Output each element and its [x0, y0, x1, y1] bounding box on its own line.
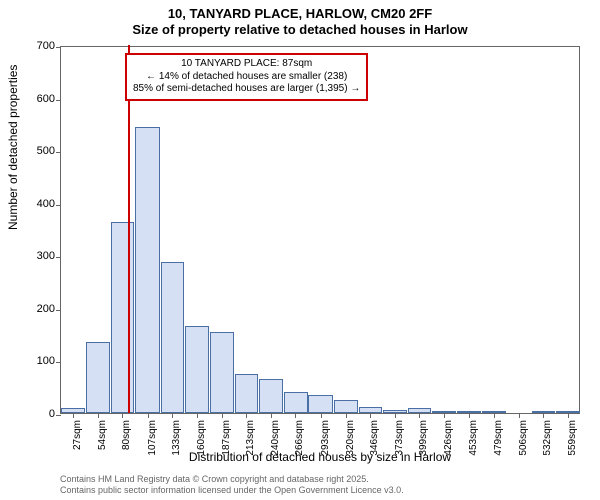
x-tick — [197, 413, 198, 418]
x-tick — [122, 413, 123, 418]
x-tick-label: 266sqm — [294, 420, 305, 460]
x-tick-label: 399sqm — [418, 420, 429, 460]
annotation-line2: ← 14% of detached houses are smaller (23… — [133, 71, 360, 84]
x-tick-label: 54sqm — [97, 420, 108, 460]
x-tick-label: 506sqm — [518, 420, 529, 460]
annotation-box: 10 TANYARD PLACE: 87sqm ← 14% of detache… — [125, 53, 368, 101]
x-tick — [444, 413, 445, 418]
x-tick — [222, 413, 223, 418]
y-tick — [56, 415, 61, 416]
x-tick — [271, 413, 272, 418]
x-tick-label: 320sqm — [345, 420, 356, 460]
x-tick-label: 213sqm — [245, 420, 256, 460]
y-tick-label: 500 — [15, 145, 55, 157]
annotation-line1: 10 TANYARD PLACE: 87sqm — [133, 58, 360, 71]
histogram-bar — [86, 342, 110, 413]
x-tick-label: 559sqm — [567, 420, 578, 460]
chart-title-line1: 10, TANYARD PLACE, HARLOW, CM20 2FF — [0, 6, 600, 21]
histogram-bar — [210, 332, 234, 413]
y-tick-label: 400 — [15, 198, 55, 210]
x-tick — [148, 413, 149, 418]
footer-line2: Contains public sector information licen… — [60, 485, 404, 496]
x-tick-label: 240sqm — [270, 420, 281, 460]
x-tick-label: 453sqm — [468, 420, 479, 460]
y-tick — [56, 310, 61, 311]
x-tick-label: 426sqm — [443, 420, 454, 460]
chart-title-line2: Size of property relative to detached ho… — [0, 22, 600, 37]
y-tick-label: 100 — [15, 355, 55, 367]
histogram-bar — [235, 374, 258, 413]
y-tick-label: 200 — [15, 303, 55, 315]
histogram-bar — [185, 326, 209, 413]
x-tick — [321, 413, 322, 418]
x-tick-label: 160sqm — [196, 420, 207, 460]
x-tick — [346, 413, 347, 418]
x-tick-label: 479sqm — [493, 420, 504, 460]
x-tick — [370, 413, 371, 418]
x-tick-label: 293sqm — [320, 420, 331, 460]
histogram-bar — [135, 127, 159, 414]
x-tick-label: 133sqm — [171, 420, 182, 460]
x-tick-label: 27sqm — [72, 420, 83, 460]
y-tick-label: 600 — [15, 93, 55, 105]
x-tick-label: 532sqm — [542, 420, 553, 460]
histogram-bar — [308, 395, 332, 413]
x-tick — [98, 413, 99, 418]
x-tick-label: 373sqm — [394, 420, 405, 460]
plot-area: 10 TANYARD PLACE: 87sqm ← 14% of detache… — [60, 46, 580, 414]
x-tick — [246, 413, 247, 418]
histogram-bar — [334, 400, 358, 413]
x-tick-label: 346sqm — [369, 420, 380, 460]
x-tick — [295, 413, 296, 418]
y-tick — [56, 100, 61, 101]
y-tick — [56, 362, 61, 363]
y-tick — [56, 205, 61, 206]
y-tick — [56, 47, 61, 48]
footer-line1: Contains HM Land Registry data © Crown c… — [60, 474, 404, 485]
histogram-bar — [161, 262, 184, 413]
histogram-bar — [259, 379, 283, 413]
chart-container: 10, TANYARD PLACE, HARLOW, CM20 2FF Size… — [0, 0, 600, 500]
annotation-line3: 85% of semi-detached houses are larger (… — [133, 83, 360, 96]
footer-text: Contains HM Land Registry data © Crown c… — [60, 474, 404, 496]
x-tick — [73, 413, 74, 418]
y-tick-label: 300 — [15, 250, 55, 262]
y-tick-label: 0 — [15, 408, 55, 420]
y-tick — [56, 257, 61, 258]
x-tick — [172, 413, 173, 418]
x-tick-label: 187sqm — [221, 420, 232, 460]
histogram-bar — [111, 222, 134, 413]
x-tick — [469, 413, 470, 418]
histogram-bar — [284, 392, 307, 413]
x-tick — [395, 413, 396, 418]
x-tick — [543, 413, 544, 418]
x-tick — [519, 413, 520, 418]
x-tick — [494, 413, 495, 418]
x-tick-label: 107sqm — [147, 420, 158, 460]
x-tick-label: 80sqm — [121, 420, 132, 460]
y-tick-label: 700 — [15, 40, 55, 52]
x-tick — [568, 413, 569, 418]
y-tick — [56, 152, 61, 153]
x-tick — [419, 413, 420, 418]
